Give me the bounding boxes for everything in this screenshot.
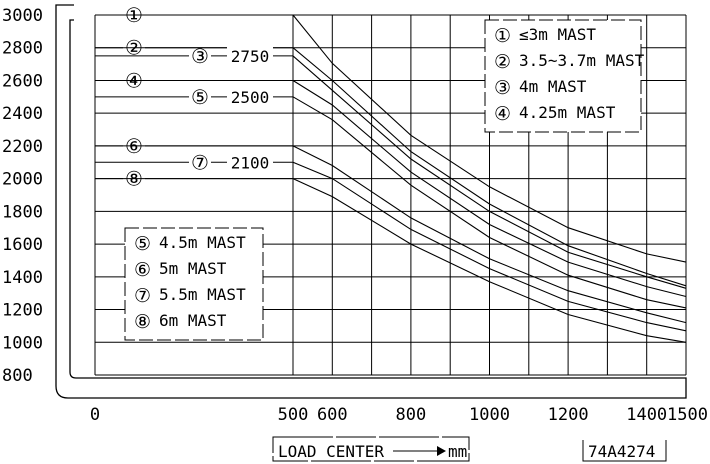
y-tick-label: 1400 bbox=[2, 268, 43, 288]
x-tick-label: 1200 bbox=[548, 405, 589, 425]
series-curve bbox=[292, 55, 687, 289]
x-axis-unit: mm bbox=[448, 442, 467, 461]
legend-label: 4m MAST bbox=[519, 77, 587, 96]
y-tick-label: 1600 bbox=[2, 235, 43, 255]
figure-code: 74A4274 bbox=[588, 442, 655, 461]
capacity-label: 2750 bbox=[231, 47, 270, 66]
legend-marker: ③ bbox=[494, 77, 511, 99]
series-curve bbox=[292, 14, 687, 263]
capacity-label: 2100 bbox=[231, 153, 270, 172]
series-marker: ⑧ bbox=[125, 167, 143, 191]
x-tick-label: 500 bbox=[278, 405, 309, 425]
legend-label: 6m MAST bbox=[159, 311, 227, 330]
legend-box-top bbox=[484, 19, 642, 133]
x-tick-label: 1500 bbox=[667, 405, 708, 425]
legend-label: 5m MAST bbox=[159, 259, 227, 278]
x-tick-label: 1400 bbox=[626, 405, 667, 425]
legend-marker: ② bbox=[494, 51, 511, 73]
series-marker: ⑥ bbox=[125, 134, 143, 158]
series-curve bbox=[292, 80, 687, 298]
series-leaders: ① ② ③ ④ ⑤ ⑥ ⑦ ⑧ 2750 2500 2100 bbox=[95, 3, 293, 191]
series-marker: ① bbox=[125, 3, 143, 27]
x-tick-label: 1000 bbox=[469, 405, 510, 425]
legend-label: 3.5~3.7m MAST bbox=[519, 51, 645, 70]
legend-label: 4.25m MAST bbox=[519, 103, 616, 122]
capacity-label-bg bbox=[227, 85, 273, 106]
y-tick-label: 2800 bbox=[2, 39, 43, 59]
legend-box-bottom bbox=[124, 227, 264, 341]
y-tick-label: 1800 bbox=[2, 202, 43, 222]
series-marker: ② bbox=[125, 36, 143, 60]
legend-marker: ⑦ bbox=[134, 285, 151, 307]
capacity-label-bg bbox=[227, 151, 273, 172]
legend-marker: ⑧ bbox=[134, 311, 151, 333]
y-tick-label: 1000 bbox=[2, 333, 43, 353]
capacity-label-bg bbox=[227, 44, 273, 65]
legend-label: ≤3m MAST bbox=[519, 25, 596, 44]
series-curves bbox=[292, 14, 687, 343]
y-tick-label: 2400 bbox=[2, 104, 43, 124]
capacity-label: 2500 bbox=[231, 88, 270, 107]
series-marker: ⑦ bbox=[191, 150, 209, 174]
x-tick-label: 0 bbox=[90, 405, 100, 425]
tick-labels: 3000 2800 2600 2400 2200 2000 1800 1600 1400 1200… bbox=[2, 6, 708, 425]
figure-code-box bbox=[582, 440, 667, 462]
y-tick-label: 800 bbox=[2, 366, 33, 386]
legend-marker: ⑤ bbox=[134, 233, 151, 255]
legends: ① ≤3m MAST ② 3.5~3.7m MAST ③ 4m MAST ④ 4.25m MA… bbox=[124, 19, 645, 341]
x-tick-label: 600 bbox=[317, 405, 348, 425]
legend-marker: ④ bbox=[494, 103, 511, 125]
legend-marker: ⑥ bbox=[134, 259, 151, 281]
y-tick-label: 2200 bbox=[2, 137, 43, 157]
y-tick-label: 3000 bbox=[2, 6, 43, 26]
xlabel-arrow-head bbox=[437, 446, 446, 456]
series-curve bbox=[292, 178, 687, 343]
series-curve bbox=[292, 145, 687, 324]
xlabel-box bbox=[272, 436, 470, 462]
series-curve bbox=[292, 47, 687, 287]
y-tick-label: 2000 bbox=[2, 170, 43, 190]
series-marker: ④ bbox=[125, 68, 143, 92]
series-marker: ③ bbox=[191, 44, 209, 68]
legend-marker: ① bbox=[494, 25, 511, 47]
x-axis-label: LOAD CENTER bbox=[278, 442, 384, 461]
footer: LOAD CENTER mm 74A4274 bbox=[272, 436, 667, 462]
series-curve bbox=[292, 161, 687, 332]
x-tick-label: 800 bbox=[396, 405, 427, 425]
y-tick-label: 2600 bbox=[2, 71, 43, 91]
series-curve bbox=[292, 96, 687, 309]
y-tick-label: 1200 bbox=[2, 301, 43, 321]
plot-frame bbox=[55, 4, 687, 399]
series-marker: ⑤ bbox=[191, 85, 209, 109]
axis-frame bbox=[55, 4, 687, 399]
legend-label: 5.5m MAST bbox=[159, 285, 246, 304]
legend-label: 4.5m MAST bbox=[159, 233, 246, 252]
